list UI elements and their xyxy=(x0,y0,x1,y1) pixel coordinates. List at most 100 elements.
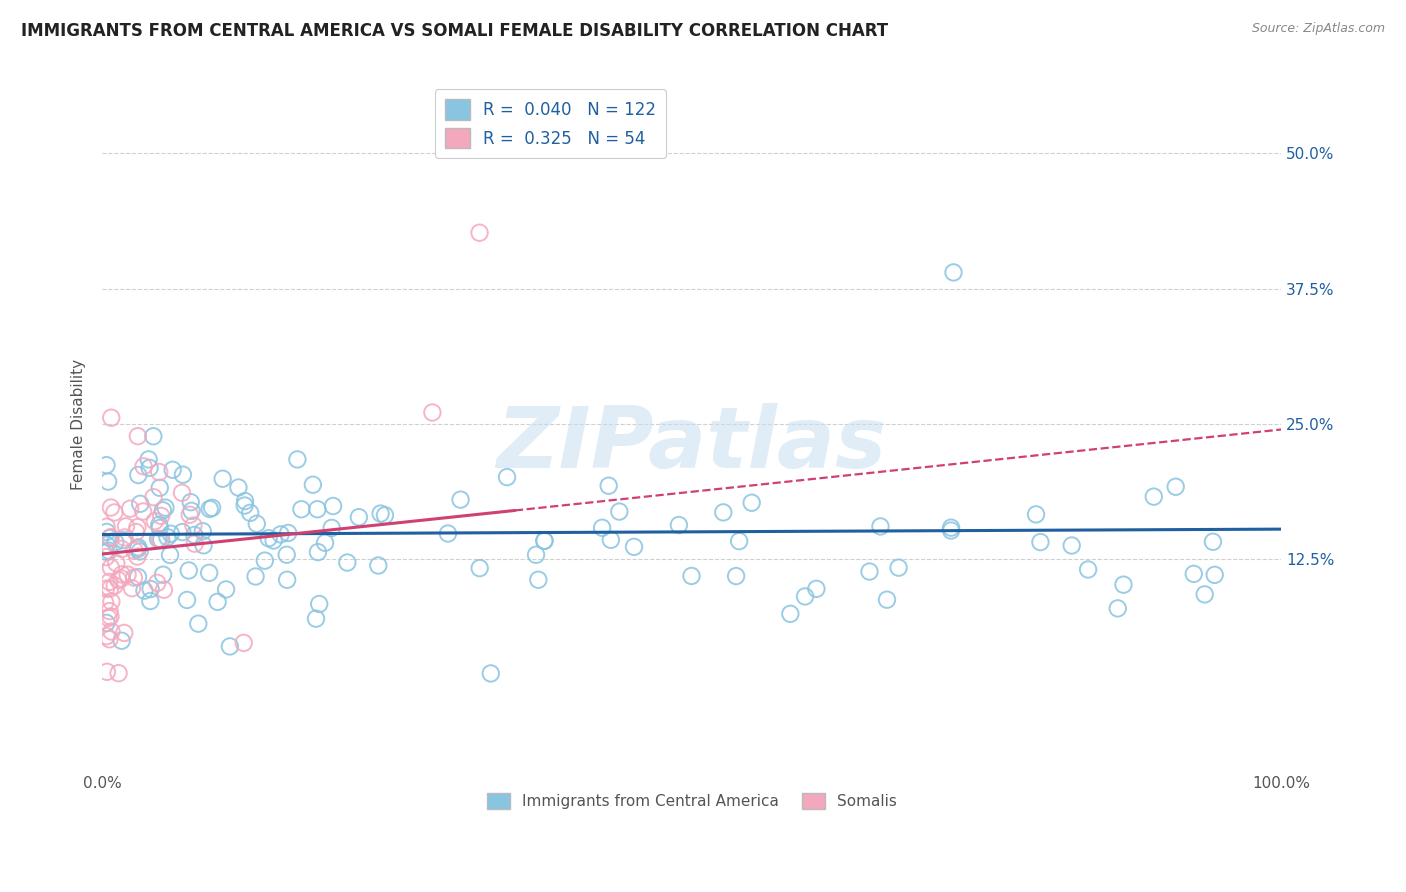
Point xyxy=(124,543,146,558)
Point xyxy=(98,574,121,589)
Point xyxy=(308,597,330,611)
Point xyxy=(107,666,129,681)
Point xyxy=(112,533,135,548)
Point xyxy=(98,604,121,618)
Point xyxy=(94,550,117,565)
Point xyxy=(681,569,703,583)
Point xyxy=(321,521,343,535)
Point xyxy=(1164,480,1187,494)
Point xyxy=(180,495,202,509)
Point xyxy=(1029,535,1052,549)
Point xyxy=(1202,534,1225,549)
Point xyxy=(276,548,298,562)
Point xyxy=(302,477,325,491)
Point xyxy=(728,534,751,549)
Point xyxy=(806,582,828,596)
Point xyxy=(779,607,801,621)
Point xyxy=(148,517,170,532)
Point xyxy=(725,569,748,583)
Point xyxy=(94,595,117,609)
Point xyxy=(172,524,194,539)
Point xyxy=(257,531,280,545)
Point xyxy=(599,533,621,547)
Point xyxy=(1143,490,1166,504)
Point xyxy=(125,524,148,539)
Point xyxy=(207,595,229,609)
Point xyxy=(939,524,962,538)
Point xyxy=(180,504,202,518)
Point xyxy=(496,470,519,484)
Point xyxy=(374,508,396,523)
Point xyxy=(127,429,149,443)
Point xyxy=(307,502,329,516)
Point xyxy=(96,538,118,552)
Point xyxy=(138,460,160,475)
Point xyxy=(245,569,267,583)
Point xyxy=(263,533,285,548)
Point xyxy=(94,544,117,558)
Point xyxy=(127,468,149,483)
Point xyxy=(96,629,118,643)
Point xyxy=(100,560,122,574)
Point xyxy=(153,582,176,597)
Point xyxy=(211,472,233,486)
Point xyxy=(1204,567,1226,582)
Point xyxy=(869,519,891,533)
Point xyxy=(176,593,198,607)
Point xyxy=(132,459,155,474)
Point xyxy=(127,570,149,584)
Point xyxy=(179,508,201,522)
Point xyxy=(100,530,122,544)
Point xyxy=(1112,577,1135,591)
Point xyxy=(139,582,162,596)
Point xyxy=(253,554,276,568)
Point xyxy=(370,507,392,521)
Point xyxy=(479,666,502,681)
Point xyxy=(139,594,162,608)
Point xyxy=(142,490,165,504)
Point xyxy=(100,594,122,608)
Point xyxy=(533,533,555,548)
Point xyxy=(97,475,120,489)
Point xyxy=(232,636,254,650)
Point xyxy=(127,541,149,556)
Point xyxy=(107,573,129,587)
Point xyxy=(276,573,298,587)
Point xyxy=(96,524,118,539)
Point xyxy=(1182,566,1205,581)
Point xyxy=(270,527,292,541)
Point xyxy=(138,452,160,467)
Point xyxy=(290,502,312,516)
Point xyxy=(148,465,170,479)
Point xyxy=(94,582,117,596)
Point xyxy=(98,531,121,545)
Point xyxy=(367,558,389,573)
Point xyxy=(187,616,209,631)
Point xyxy=(598,479,620,493)
Point xyxy=(183,528,205,542)
Point xyxy=(347,510,370,524)
Point xyxy=(121,581,143,595)
Point xyxy=(146,575,169,590)
Point xyxy=(305,612,328,626)
Point xyxy=(103,506,125,520)
Point xyxy=(127,541,149,555)
Point xyxy=(159,548,181,562)
Point xyxy=(711,505,734,519)
Point xyxy=(146,532,169,546)
Point xyxy=(1194,587,1216,601)
Point xyxy=(939,521,962,535)
Point xyxy=(143,514,166,528)
Point xyxy=(115,519,138,533)
Text: IMMIGRANTS FROM CENTRAL AMERICA VS SOMALI FEMALE DISABILITY CORRELATION CHART: IMMIGRANTS FROM CENTRAL AMERICA VS SOMAL… xyxy=(21,22,889,40)
Point xyxy=(97,611,120,625)
Point xyxy=(794,590,817,604)
Point xyxy=(287,452,309,467)
Point xyxy=(142,429,165,443)
Point xyxy=(152,503,174,517)
Point xyxy=(1077,562,1099,576)
Point xyxy=(277,525,299,540)
Point xyxy=(623,540,645,554)
Legend: Immigrants from Central America, Somalis: Immigrants from Central America, Somalis xyxy=(481,787,903,815)
Point xyxy=(228,481,250,495)
